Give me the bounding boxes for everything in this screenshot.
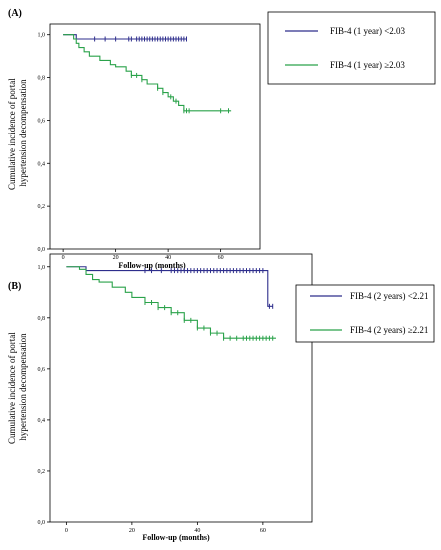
panel-b-series — [66, 266, 276, 341]
panel-b-ytick-label: 0,4 — [38, 418, 46, 424]
panel-b-legend-box — [295, 284, 435, 343]
panel-a-ylabel-line1: Cumulative incidence of portal — [7, 78, 17, 190]
panel-b-legend: FIB-4 (2 years) <2.21 FIB-4 (2 years) ≥2… — [295, 284, 435, 343]
panel-b-ytick-label: 0,0 — [38, 520, 46, 526]
panel-a-series-high-line — [63, 34, 232, 112]
panel-b-label: (B) — [8, 281, 21, 292]
panel-b-xtick-label: 0 — [65, 528, 68, 534]
panel-b-ytick-label: 0,6 — [38, 367, 46, 373]
panel-a-ylabel: Cumulative incidence of portal hypertens… — [7, 76, 28, 190]
panel-a: (A) Cumulative incidence of portal hyper… — [7, 8, 436, 270]
panel-a-series — [63, 34, 232, 114]
panel-a-xtick-label: 60 — [218, 255, 224, 261]
panel-b-plot-frame — [49, 253, 313, 523]
panel-a-ylabel-line2: hypertension decompensation — [18, 79, 28, 187]
panel-b-legend-label-high: FIB-4 (2 years) ≥2.21 — [350, 325, 428, 335]
panel-b-xtick-label: 60 — [260, 528, 266, 534]
panel-a-ytick-label: 1,0 — [38, 33, 46, 39]
panel-a-legend-label-high: FIB-4 (1 year) ≥2.03 — [330, 60, 405, 70]
panel-b-xlabel: Follow-up (months) — [142, 533, 210, 542]
panel-a-xlabel: Follow-up (months) — [118, 261, 186, 270]
panel-a-ytick-label: 0,0 — [38, 247, 46, 253]
panel-b-ytick-label: 0,2 — [38, 469, 46, 475]
panel-b-ylabel-line2: hypertension decompensation — [18, 333, 28, 441]
panel-a-label: (A) — [8, 8, 22, 19]
panel-b-ylabel-line1: Cumulative incidence of portal — [7, 332, 17, 444]
panel-a-xtick-label: 20 — [113, 255, 119, 261]
panel-b-series-low-line — [66, 266, 273, 307]
panel-b-axes: 0,0 0,2 0,4 0,6 0,8 1,0 0 20 40 60 — [38, 265, 266, 534]
panel-a-axes: 0,0 0,2 0,4 0,6 0,8 1,0 0 20 40 60 — [38, 33, 224, 261]
panel-b-legend-label-low: FIB-4 (2 years) <2.21 — [350, 291, 429, 301]
panel-a-ytick-label: 0,2 — [38, 204, 46, 210]
panel-b-series-high-line — [66, 266, 276, 339]
panel-a-plot-frame — [49, 23, 261, 250]
panel-a-ytick-label: 0,6 — [38, 118, 46, 124]
panel-a-legend-box — [267, 11, 436, 85]
panel-a-ytick-label: 0,4 — [38, 161, 46, 167]
panel-a-legend: FIB-4 (1 year) <2.03 FIB-4 (1 year) ≥2.0… — [267, 11, 436, 85]
panel-a-xtick-label: 0 — [62, 255, 65, 261]
panel-a-xtick-label: 40 — [165, 255, 171, 261]
panel-b-xtick-label: 40 — [194, 528, 200, 534]
panel-b-ylabel: Cumulative incidence of portal hypertens… — [7, 330, 28, 444]
panel-b-ytick-label: 0,8 — [38, 316, 46, 322]
panel-b-xtick-label: 20 — [129, 528, 135, 534]
panel-b: (B) Cumulative incidence of portal hyper… — [7, 253, 435, 542]
panel-b-ytick-label: 1,0 — [38, 265, 46, 271]
panel-a-legend-label-low: FIB-4 (1 year) <2.03 — [330, 26, 406, 36]
panel-a-ytick-label: 0,8 — [38, 76, 46, 82]
